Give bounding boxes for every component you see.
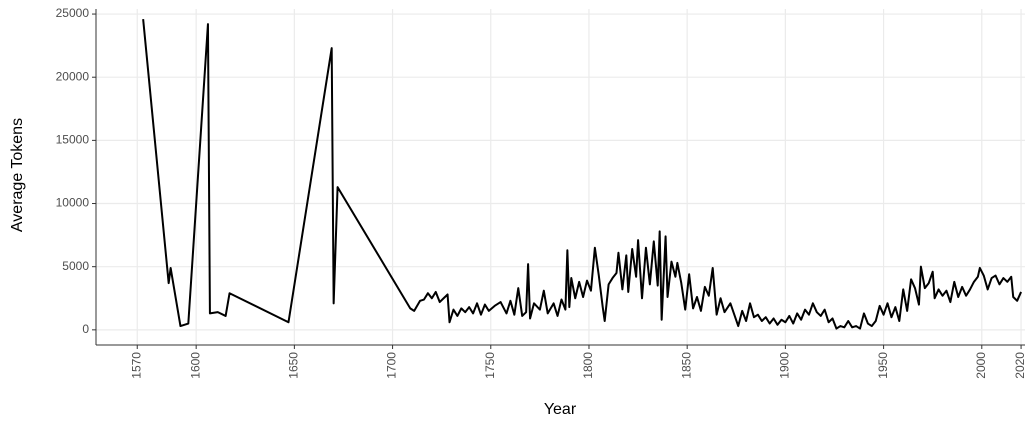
- data-line: [142, 19, 1022, 330]
- x-tick-label: 1750: [483, 352, 497, 379]
- x-tick-label: 1700: [385, 352, 399, 379]
- y-axis-title: Average Tokens: [9, 118, 26, 232]
- y-tick-label: 25000: [56, 6, 90, 20]
- x-tick-label: 1600: [188, 352, 202, 379]
- x-tick-label: 1900: [778, 352, 792, 379]
- x-tick-label: 1950: [876, 352, 890, 379]
- x-tick-label: 1650: [287, 352, 301, 379]
- x-axis-title: Year: [544, 401, 577, 418]
- y-tick-label: 15000: [56, 133, 90, 147]
- x-tick-label: 2000: [974, 352, 988, 379]
- y-tick-label: 10000: [56, 196, 90, 210]
- x-tick-label: 1570: [129, 352, 143, 379]
- x-tick-label: 1800: [581, 352, 595, 379]
- x-tick-label: 2020: [1013, 352, 1027, 379]
- y-tick-label: 5000: [62, 259, 89, 273]
- y-tick-label: 0: [82, 322, 89, 336]
- y-tick-label: 20000: [56, 69, 90, 83]
- x-tick-label: 1850: [679, 352, 693, 379]
